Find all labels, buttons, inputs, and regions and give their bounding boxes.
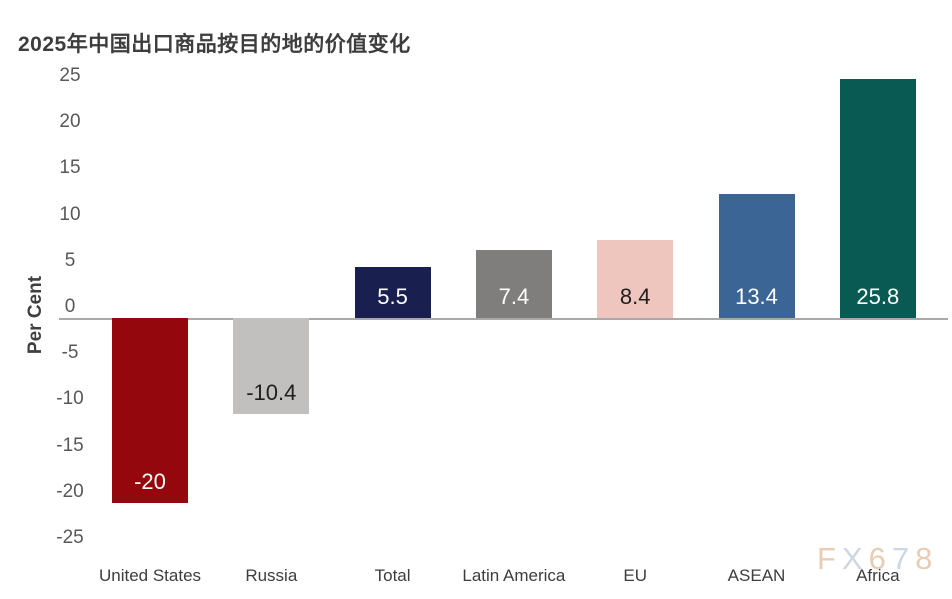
y-tick-label: -5 xyxy=(61,342,79,364)
x-axis-category-label: Total xyxy=(374,566,411,585)
bar-value-label: 13.4 xyxy=(735,283,778,309)
bar-asean: 13.4 xyxy=(718,194,795,318)
bar-value-label: 8.4 xyxy=(619,283,651,309)
y-tick-label: 25 xyxy=(59,64,81,86)
bar-value-label: 5.5 xyxy=(377,283,408,309)
y-tick-label: 15 xyxy=(59,157,81,179)
x-axis-category-label: Russia xyxy=(245,566,298,585)
x-axis-category-label: Latin America xyxy=(462,566,566,585)
bar-eu: 8.4 xyxy=(597,240,674,318)
bar-russia: -10.4 xyxy=(233,318,310,415)
bar-africa: 25.8 xyxy=(839,79,916,318)
bar-latin-america: 7.4 xyxy=(475,249,552,318)
watermark-letter: F xyxy=(817,541,842,576)
bar-value-label: 25.8 xyxy=(856,283,900,309)
watermark-letter: X xyxy=(841,541,869,576)
x-axis-category-label: ASEAN xyxy=(727,566,786,585)
y-tick-label: 10 xyxy=(59,203,81,225)
x-axis-category-label: Africa xyxy=(856,566,900,585)
x-axis-category-label: United States xyxy=(98,566,202,585)
y-tick-label: 20 xyxy=(59,111,81,133)
x-axis-category-label: EU xyxy=(623,566,647,585)
watermark-letter: 6 xyxy=(868,541,892,576)
bar-united-states: -20 xyxy=(112,318,188,503)
chart-title: 2025年中国出口商品按目的地的价值变化 xyxy=(18,33,411,56)
y-tick-label: 0 xyxy=(64,296,76,317)
bar-value-label: -10.4 xyxy=(246,380,297,406)
watermark-letter: 8 xyxy=(915,541,939,576)
x-axis-line xyxy=(59,318,948,320)
y-tick-label: 5 xyxy=(64,249,76,271)
y-tick-label: -20 xyxy=(56,480,84,502)
bar-value-label: 7.4 xyxy=(498,283,530,309)
watermark: FX678 xyxy=(817,541,938,577)
y-tick-label: -15 xyxy=(56,434,84,456)
y-tick-label: -25 xyxy=(56,527,84,549)
bar-value-label: -20 xyxy=(134,468,166,494)
watermark-letter: 7 xyxy=(891,541,916,576)
bar-total: 5.5 xyxy=(354,267,431,318)
y-tick-label: -10 xyxy=(56,388,84,410)
